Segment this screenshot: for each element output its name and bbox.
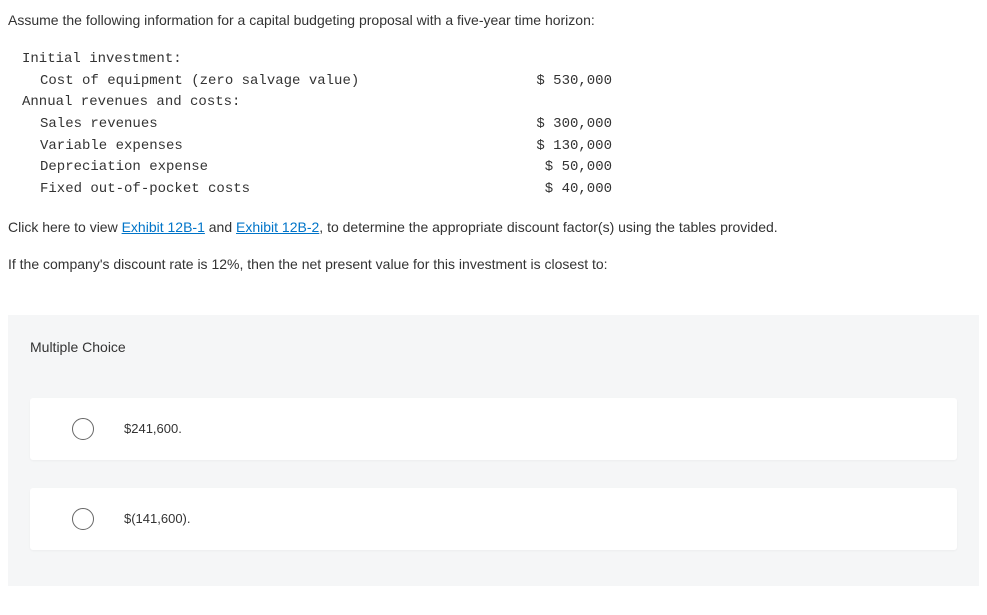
row-label: Initial investment: — [22, 49, 492, 71]
radio-icon[interactable] — [72, 508, 94, 530]
table-row: Variable expenses$ 130,000 — [22, 136, 979, 158]
row-value: $ 300,000 — [492, 114, 612, 136]
row-label: Depreciation expense — [22, 157, 492, 179]
row-value: $ 130,000 — [492, 136, 612, 158]
table-row: Sales revenues$ 300,000 — [22, 114, 979, 136]
links-mid: and — [205, 219, 236, 235]
exhibit-links-line: Click here to view Exhibit 12B-1 and Exh… — [8, 217, 979, 238]
row-value: $ 50,000 — [492, 157, 612, 179]
choice-option[interactable]: $241,600. — [30, 398, 957, 460]
radio-icon[interactable] — [72, 418, 94, 440]
table-row: Fixed out-of-pocket costs$ 40,000 — [22, 179, 979, 201]
row-value: $ 40,000 — [492, 179, 612, 201]
row-label: Fixed out-of-pocket costs — [22, 179, 492, 201]
multiple-choice-title: Multiple Choice — [30, 337, 957, 358]
table-row: Cost of equipment (zero salvage value)$ … — [22, 71, 979, 93]
links-suffix: , to determine the appropriate discount … — [319, 219, 777, 235]
row-value — [492, 49, 612, 71]
question-text: If the company's discount rate is 12%, t… — [8, 254, 979, 275]
row-value: $ 530,000 — [492, 71, 612, 93]
row-label: Cost of equipment (zero salvage value) — [22, 71, 492, 93]
row-label: Annual revenues and costs: — [22, 92, 492, 114]
row-value — [492, 92, 612, 114]
row-label: Variable expenses — [22, 136, 492, 158]
table-row: Initial investment: — [22, 49, 979, 71]
financial-data-table: Initial investment:Cost of equipment (ze… — [22, 49, 979, 201]
intro-text: Assume the following information for a c… — [8, 10, 979, 31]
table-row: Depreciation expense$ 50,000 — [22, 157, 979, 179]
exhibit-12b-2-link[interactable]: Exhibit 12B-2 — [236, 219, 319, 235]
choice-text: $241,600. — [124, 419, 182, 439]
table-row: Annual revenues and costs: — [22, 92, 979, 114]
exhibit-12b-1-link[interactable]: Exhibit 12B-1 — [122, 219, 205, 235]
multiple-choice-container: Multiple Choice $241,600. $(141,600). — [8, 315, 979, 586]
row-label: Sales revenues — [22, 114, 492, 136]
choice-text: $(141,600). — [124, 509, 191, 529]
choice-option[interactable]: $(141,600). — [30, 488, 957, 550]
links-prefix: Click here to view — [8, 219, 122, 235]
